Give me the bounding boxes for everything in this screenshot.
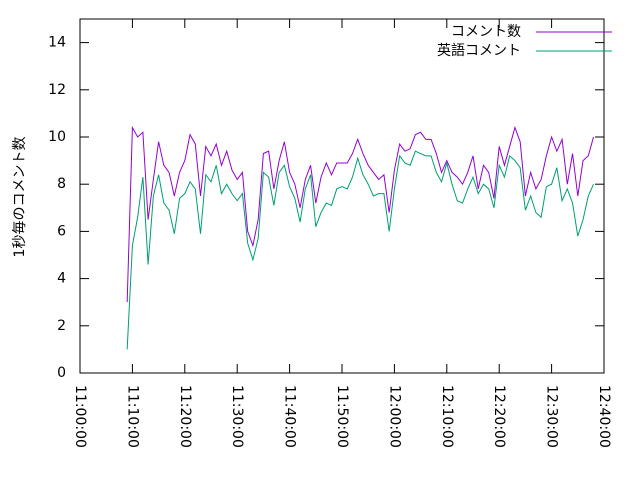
x-tick-label: 12:30:00: [544, 385, 560, 448]
y-axis-label: 1秒毎のコメント数: [12, 137, 28, 258]
y-tick-label: 14: [48, 35, 66, 51]
y-tick-label: 2: [57, 318, 66, 334]
y-tick-label: 6: [57, 223, 66, 239]
legend-label: 英語コメント: [437, 42, 521, 59]
series-line: [126, 150, 594, 350]
x-tick-label: 12:20:00: [491, 385, 507, 448]
x-tick-label: 11:10:00: [124, 385, 140, 448]
legend-label: コメント数: [451, 24, 521, 40]
x-tick-label: 11:20:00: [177, 385, 193, 448]
x-tick-label: 12:10:00: [439, 385, 455, 448]
y-tick-label: 8: [57, 176, 66, 192]
x-tick-label: 11:30:00: [229, 385, 245, 448]
x-tick-label: 11:40:00: [282, 385, 298, 448]
x-tick-label: 12:00:00: [386, 385, 402, 448]
y-tick-label: 4: [57, 271, 66, 287]
y-tick-label: 12: [48, 82, 66, 98]
y-tick-label: 10: [48, 129, 66, 145]
x-tick-label: 11:50:00: [334, 385, 350, 448]
x-tick-label: 11:00:00: [72, 385, 88, 448]
x-tick-label: 12:40:00: [596, 385, 612, 448]
series-line: [126, 125, 595, 303]
y-tick-label: 0: [57, 365, 66, 381]
